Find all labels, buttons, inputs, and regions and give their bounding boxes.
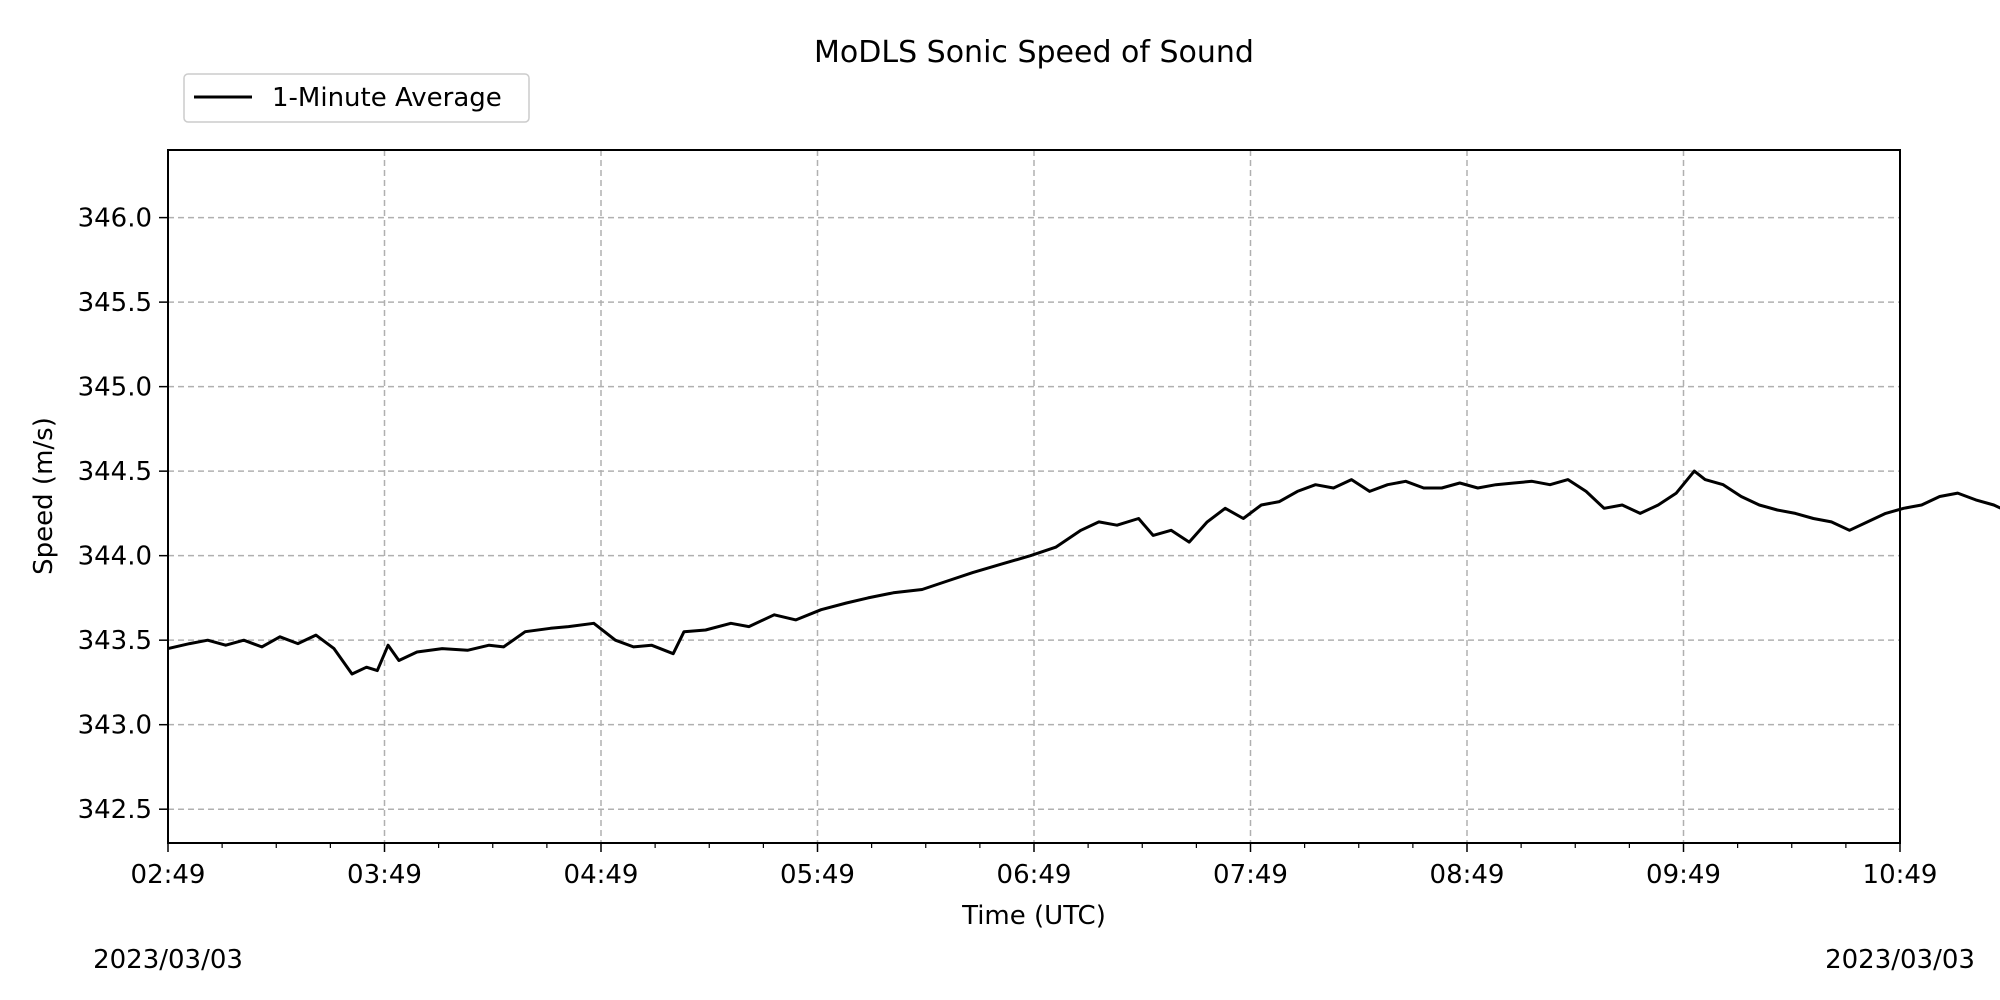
x-tick-label: 07:49 bbox=[1213, 860, 1288, 890]
y-axis: 342.5 343.0 343.5 344.0 344.5 345.0 345.5 346.0 bbox=[78, 204, 168, 825]
y-tick-label: 342.5 bbox=[78, 795, 152, 825]
legend-label: 1-Minute Average bbox=[272, 83, 502, 113]
x-axis-label: Time (UTC) bbox=[961, 901, 1106, 931]
y-tick-label: 346.0 bbox=[78, 204, 152, 234]
date-label-right: 2023/03/03 bbox=[1825, 945, 1975, 975]
date-label-left: 2023/03/03 bbox=[93, 945, 243, 975]
x-tick-label: 05:49 bbox=[780, 860, 855, 890]
x-axis: 02:49 03:49 04:49 05:49 06:49 07:49 08:49 09:49… bbox=[131, 843, 1938, 890]
x-tick-label: 04:49 bbox=[564, 860, 639, 890]
chart-title: MoDLS Sonic Speed of Sound bbox=[814, 35, 1254, 70]
series-line bbox=[167, 469, 2000, 676]
legend-frame bbox=[183, 73, 530, 123]
x-tick-label: 03:49 bbox=[347, 860, 422, 890]
x-tick-label: 02:49 bbox=[131, 860, 206, 890]
y-tick-label: 345.0 bbox=[78, 373, 152, 403]
series-layer bbox=[167, 469, 2000, 676]
y-axis-label: Speed (m/s) bbox=[29, 417, 59, 575]
x-tick-label: 10:49 bbox=[1863, 860, 1938, 890]
x-tick-label: 06:49 bbox=[997, 860, 1072, 890]
x-tick-label: 09:49 bbox=[1646, 860, 1721, 890]
y-tick-label: 345.5 bbox=[78, 288, 152, 318]
x-tick-label: 08:49 bbox=[1430, 860, 1505, 890]
y-tick-label: 343.0 bbox=[78, 711, 152, 741]
grid bbox=[168, 150, 1900, 843]
y-tick-label: 343.5 bbox=[78, 626, 152, 656]
y-tick-label: 344.5 bbox=[78, 457, 152, 487]
y-tick-label: 344.0 bbox=[78, 542, 152, 572]
legend: 1-Minute Average bbox=[183, 73, 530, 123]
